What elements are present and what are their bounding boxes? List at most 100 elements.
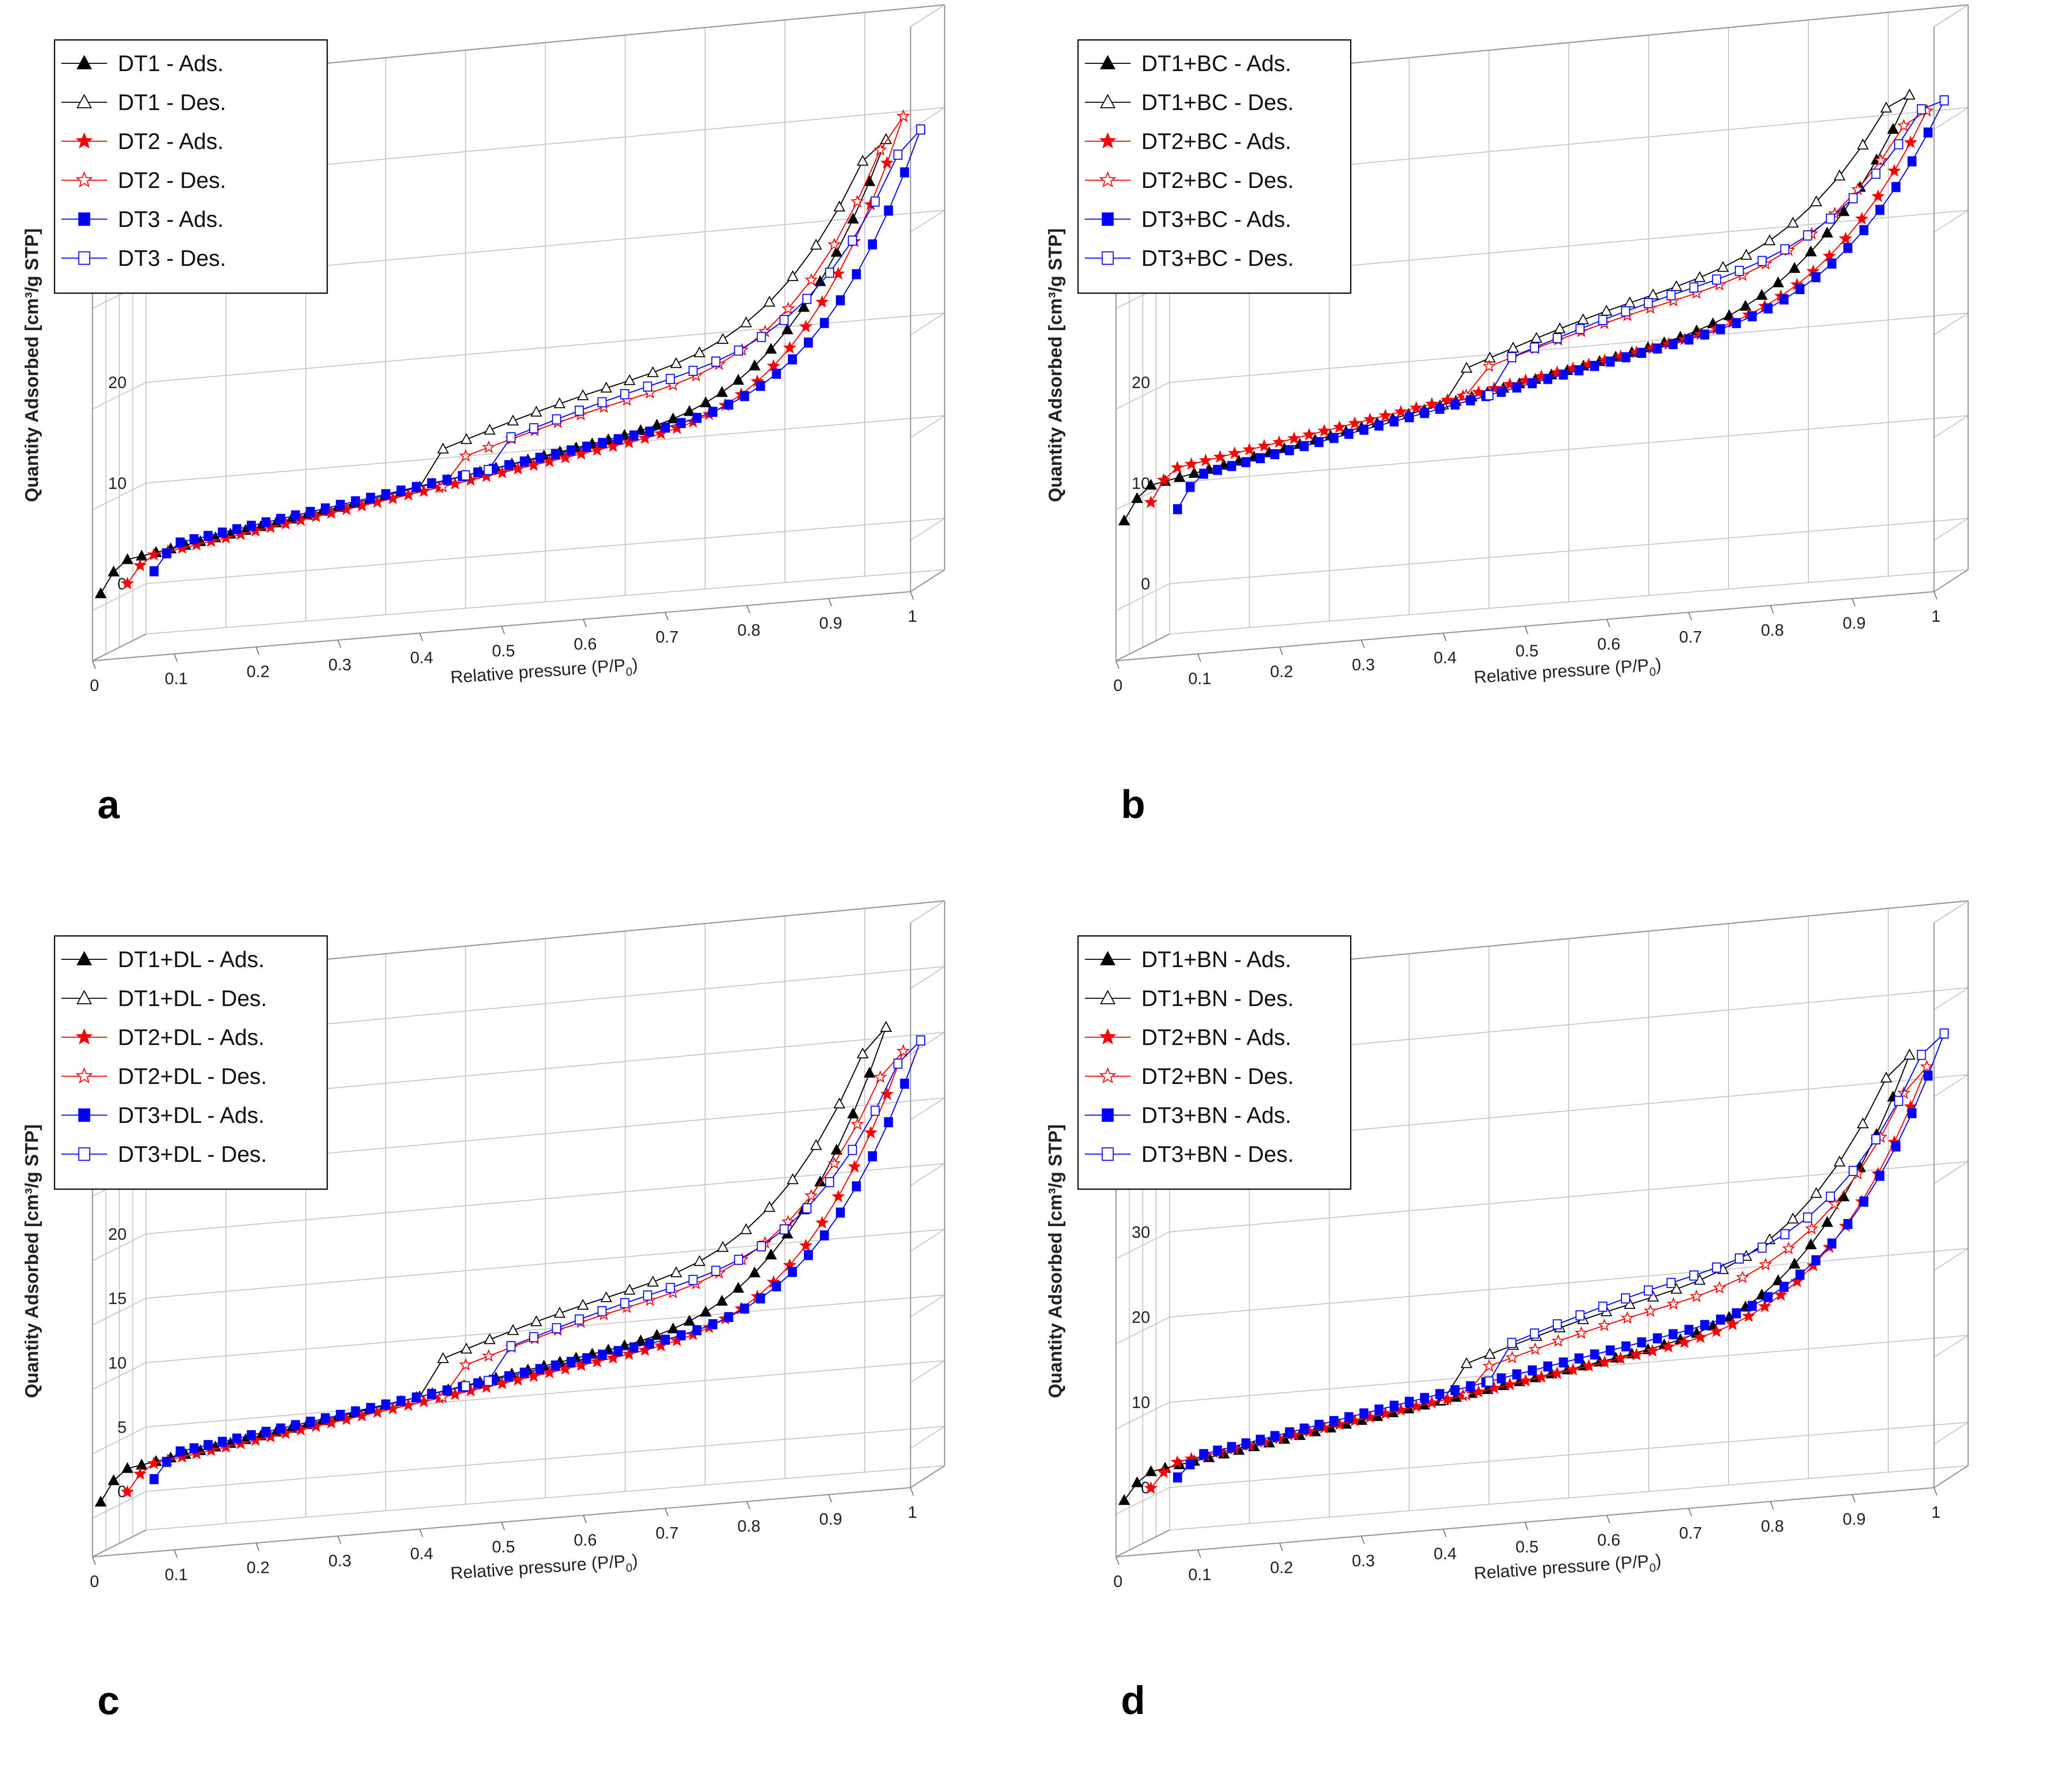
data-point <box>1378 409 1392 422</box>
data-point <box>1559 369 1568 380</box>
data-point <box>1689 282 1698 293</box>
x-tick-label: 0.9 <box>1842 614 1865 633</box>
data-point <box>1551 1334 1565 1347</box>
data-point <box>661 422 670 433</box>
y-tick-label: 15 <box>108 1289 127 1308</box>
y-axis-title: Quantity Adsorbed [cm³/g STP] <box>1045 1124 1066 1398</box>
data-point <box>852 1181 861 1192</box>
data-point <box>1700 329 1710 340</box>
data-point <box>798 300 810 312</box>
data-point <box>1118 1494 1130 1505</box>
data-point <box>1451 399 1460 410</box>
data-point <box>335 500 345 510</box>
gridline-y <box>1169 1161 1969 1232</box>
data-point <box>683 405 695 416</box>
data-point <box>1186 482 1195 492</box>
data-point <box>1348 416 1361 429</box>
x-tick <box>665 612 669 620</box>
data-point <box>1575 324 1585 334</box>
data-point <box>1689 1270 1698 1281</box>
legend: DT1 - Ads. DT1 - Des. DT2 - Ads. DT2 - Des.… <box>54 39 328 294</box>
data-point <box>442 474 452 485</box>
y-tick-label: 20 <box>108 1225 127 1244</box>
gridline-right <box>910 1163 945 1186</box>
data-point <box>1425 397 1439 410</box>
data-point <box>1779 294 1789 305</box>
data-point <box>1389 416 1399 427</box>
data-point <box>552 1323 561 1333</box>
data-point <box>1731 318 1741 328</box>
data-point <box>1827 258 1837 269</box>
data-point <box>306 506 315 517</box>
data-point <box>1440 393 1454 406</box>
data-point <box>693 346 706 357</box>
data-point <box>651 418 663 430</box>
x-tick <box>174 1549 178 1558</box>
series-line <box>1489 100 1945 396</box>
data-point <box>175 537 185 548</box>
legend-entry: DT1+DL - Des. <box>118 986 267 1011</box>
data-point <box>814 1175 826 1187</box>
legend-entry: DT2+BC - Ads. <box>1141 129 1291 154</box>
data-point <box>575 1314 584 1325</box>
data-point <box>1621 352 1631 362</box>
x-tick-label: 0.4 <box>1433 649 1456 667</box>
x-tick-label: 0.6 <box>1597 1531 1620 1549</box>
data-point <box>1284 445 1294 455</box>
data-point <box>643 1290 652 1301</box>
data-point <box>246 1430 256 1440</box>
data-point <box>1907 156 1917 167</box>
x-axis-title-main: Relative pressure (P/P <box>1473 655 1650 687</box>
series-line <box>442 116 904 487</box>
data-point <box>756 381 765 391</box>
data-point <box>459 449 472 462</box>
x-axis-title: Relative pressure (P/P0) <box>1473 1550 1662 1587</box>
gridline-y <box>146 415 945 484</box>
panel-letter: a <box>97 783 120 827</box>
data-point <box>689 1275 698 1285</box>
data-point <box>1788 261 1801 273</box>
data-point <box>1821 226 1833 238</box>
data-point <box>1451 1385 1460 1396</box>
data-point <box>831 245 843 257</box>
data-point <box>351 1406 360 1417</box>
data-point <box>732 1282 744 1293</box>
legend-marker-icon <box>1099 1067 1117 1083</box>
data-point <box>1484 1348 1496 1359</box>
gridline-y <box>1169 415 1969 484</box>
data-point <box>1577 313 1589 324</box>
data-point <box>810 1139 822 1150</box>
data-point <box>232 1433 242 1444</box>
y-tick-label: 10 <box>108 474 127 493</box>
data-point <box>442 1385 452 1396</box>
x-tick <box>337 1536 341 1544</box>
x-tick <box>665 1508 669 1516</box>
data-point <box>520 456 529 467</box>
data-point <box>1507 352 1516 362</box>
data-point <box>306 1417 315 1427</box>
series-4 <box>1173 95 1949 515</box>
x-tick-label: 1 <box>908 607 917 626</box>
legend-entry: DT3+DL - Ads. <box>118 1102 264 1128</box>
data-point <box>366 1402 375 1413</box>
data-point <box>1857 1117 1869 1129</box>
data-point <box>1810 195 1823 206</box>
data-point <box>802 294 812 304</box>
legend-entry: DT1+BC - Des. <box>1141 90 1294 115</box>
data-point <box>511 1373 525 1386</box>
data-point <box>437 1352 449 1363</box>
data-point <box>1505 1350 1519 1363</box>
x-tick-label: 0.5 <box>492 642 515 660</box>
legend-marker-icon <box>75 171 93 187</box>
data-point <box>291 510 300 521</box>
x-tick-label: 0 <box>1114 676 1123 695</box>
gridline-y <box>146 569 945 635</box>
legend-marker-icon <box>76 93 92 109</box>
data-point <box>551 449 560 459</box>
data-point <box>815 1215 829 1229</box>
axis-box-edge <box>92 633 147 662</box>
data-point <box>1623 1298 1636 1309</box>
legend-entry: DT2 - Des. <box>118 168 226 193</box>
data-point <box>566 1357 576 1367</box>
data-point <box>1488 381 1501 394</box>
